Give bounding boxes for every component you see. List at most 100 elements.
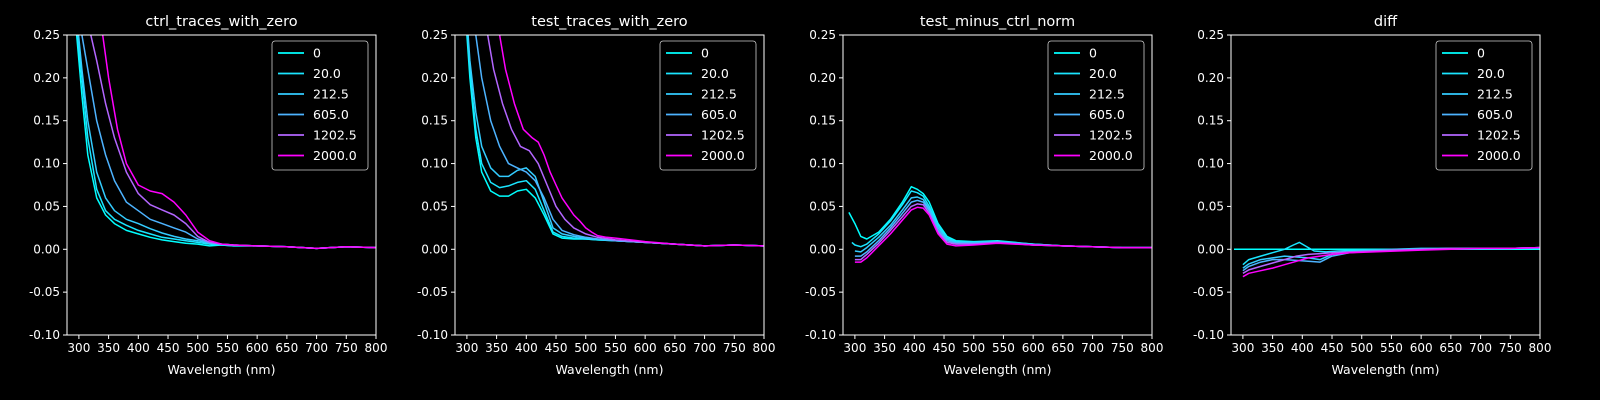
- x-tick-label: 450: [545, 341, 568, 355]
- series-group: [75, 35, 376, 250]
- x-tick-label: 600: [634, 341, 657, 355]
- legend-label: 20.0: [1477, 66, 1505, 81]
- legend-label: 1202.5: [701, 128, 745, 143]
- y-tick-label: -0.05: [805, 285, 836, 299]
- series-group: [848, 185, 1152, 263]
- series-line-0: [848, 185, 1152, 249]
- chart-panel-2: test_traces_with_zero 300 350 400 450 500 550 6…: [417, 14, 776, 377]
- y-tick-label: 0.20: [33, 71, 60, 85]
- y-tick-label: -0.05: [417, 285, 448, 299]
- legend: 0 20.0 212.5 605.0 1202.5 2000.0: [271, 40, 369, 171]
- x-tick-label: 500: [962, 341, 985, 355]
- legend-label: 212.5: [1089, 87, 1125, 102]
- x-axis-label: Wavelength (nm): [944, 362, 1052, 377]
- y-tick-label: -0.05: [29, 285, 60, 299]
- legend-label: 212.5: [1477, 87, 1513, 102]
- x-axis-label: Wavelength (nm): [556, 362, 664, 377]
- legend-label: 1202.5: [1477, 128, 1521, 143]
- y-tick-label: -0.10: [417, 328, 448, 342]
- x-tick-label: 500: [186, 341, 209, 355]
- x-tick-label: 450: [157, 341, 180, 355]
- y-tick-label: 0.00: [809, 242, 836, 256]
- x-tick-label: 700: [693, 341, 716, 355]
- y-tick-label: 0.15: [421, 114, 448, 128]
- x-tick-label: 300: [455, 341, 478, 355]
- y-tick-label: 0.05: [33, 199, 60, 213]
- x-tick-label: 450: [1321, 341, 1344, 355]
- series-line-2000.0: [1242, 246, 1540, 278]
- series-line-1202.5: [854, 203, 1152, 261]
- legend: 0 20.0 212.5 605.0 1202.5 2000.0: [1435, 40, 1533, 171]
- y-tick-label: 0.15: [33, 114, 60, 128]
- x-tick-label: 400: [903, 341, 926, 355]
- y-tick-label: 0.15: [809, 114, 836, 128]
- x-tick-label: 350: [485, 341, 508, 355]
- chart-panel-4: diff 300 350 400 450 500 550 600 650 700 750 800 -0.…: [1193, 14, 1552, 377]
- x-tick-label: 800: [365, 341, 388, 355]
- x-tick-label: 650: [1051, 341, 1074, 355]
- series-group: [466, 35, 764, 247]
- series-line-2000.0: [498, 35, 764, 247]
- x-axis-label: Wavelength (nm): [1332, 362, 1440, 377]
- plot-frame: [454, 34, 765, 336]
- x-tick-label: 450: [933, 341, 956, 355]
- x-tick-label: 600: [246, 341, 269, 355]
- x-tick-label: 350: [1261, 341, 1284, 355]
- legend-label: 0: [313, 46, 321, 61]
- x-tick-label: 600: [1022, 341, 1045, 355]
- legend-label: 1202.5: [313, 128, 357, 143]
- y-tick-label: 0.20: [809, 71, 836, 85]
- y-tick-label: -0.10: [805, 328, 836, 342]
- x-axis-label: Wavelength (nm): [168, 362, 276, 377]
- legend-label: 0: [701, 46, 709, 61]
- y-tick-label: 0.25: [33, 28, 60, 42]
- legend-label: 212.5: [701, 87, 737, 102]
- legend: 0 20.0 212.5 605.0 1202.5 2000.0: [659, 40, 757, 171]
- legend: 0 20.0 212.5 605.0 1202.5 2000.0: [1047, 40, 1145, 171]
- y-tick-label: 0.00: [33, 242, 60, 256]
- x-tick-label: 550: [604, 341, 627, 355]
- x-tick-label: 400: [127, 341, 150, 355]
- x-tick-label: 750: [723, 341, 746, 355]
- chart-panel-1: ctrl_traces_with_zero 300 350 400 450 500 550 6…: [29, 14, 388, 377]
- y-tick-label: 0.00: [421, 242, 448, 256]
- legend-label: 0: [1089, 46, 1097, 61]
- y-tick-label: -0.10: [29, 328, 60, 342]
- y-tick-label: 0.25: [809, 28, 836, 42]
- chart-title: diff: [1374, 14, 1398, 30]
- plot-frame: [842, 34, 1153, 336]
- y-tick-label: -0.10: [1193, 328, 1224, 342]
- x-tick-label: 350: [873, 341, 896, 355]
- series-line-2000.0: [854, 206, 1152, 263]
- x-tick-label: 700: [1081, 341, 1104, 355]
- x-tick-label: 650: [663, 341, 686, 355]
- legend-label: 20.0: [701, 66, 729, 81]
- x-tick-label: 700: [305, 341, 328, 355]
- x-tick-label: 300: [1231, 341, 1254, 355]
- x-tick-label: 800: [1529, 341, 1552, 355]
- y-tick-label: 0.20: [1197, 71, 1224, 85]
- x-tick-label: 400: [515, 341, 538, 355]
- series-line-20.0: [1242, 241, 1540, 266]
- y-tick-label: 0.25: [421, 28, 448, 42]
- y-tick-label: 0.10: [33, 157, 60, 171]
- legend-label: 212.5: [313, 87, 349, 102]
- y-tick-label: 0.05: [421, 199, 448, 213]
- x-tick-label: 550: [216, 341, 239, 355]
- x-tick-label: 800: [753, 341, 776, 355]
- legend-label: 605.0: [1477, 107, 1513, 122]
- x-tick-label: 750: [335, 341, 358, 355]
- x-tick-label: 550: [1380, 341, 1403, 355]
- y-tick-label: 0.05: [809, 199, 836, 213]
- legend-label: 605.0: [701, 107, 737, 122]
- x-tick-label: 650: [275, 341, 298, 355]
- series-line-2000.0: [101, 35, 376, 250]
- legend-label: 2000.0: [1089, 148, 1133, 163]
- y-tick-label: 0.25: [1197, 28, 1224, 42]
- x-tick-label: 350: [97, 341, 120, 355]
- plot-frame: [66, 34, 377, 336]
- chart-panel-3: test_minus_ctrl_norm 300 350 400 450 500 550 60…: [805, 14, 1164, 377]
- chart-title: ctrl_traces_with_zero: [145, 14, 297, 30]
- legend-label: 2000.0: [701, 148, 745, 163]
